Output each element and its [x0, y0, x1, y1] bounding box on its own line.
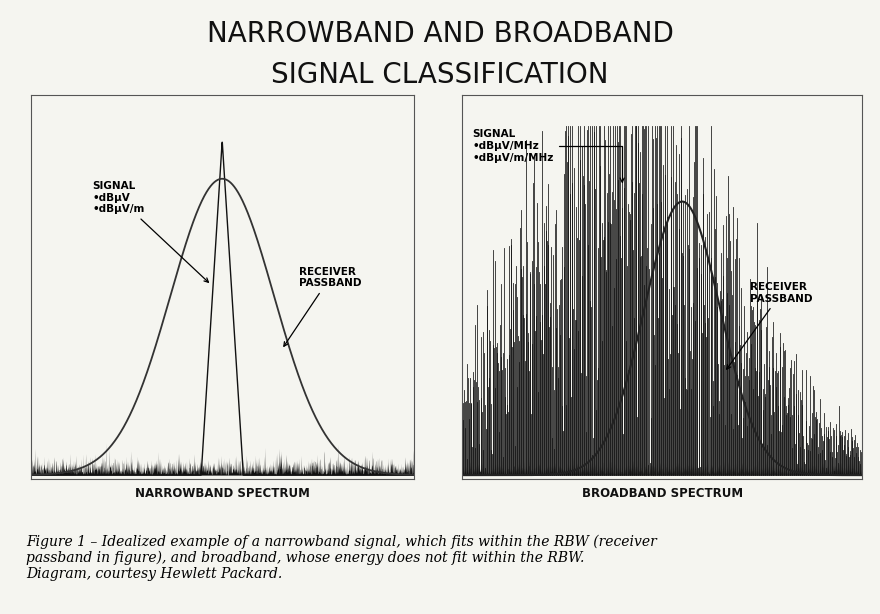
Text: RECEIVER
PASSBAND: RECEIVER PASSBAND — [284, 266, 362, 346]
Text: NARROWBAND AND BROADBAND: NARROWBAND AND BROADBAND — [207, 20, 673, 48]
Text: SIGNAL CLASSIFICATION: SIGNAL CLASSIFICATION — [271, 61, 609, 89]
Text: SIGNAL
•dBμV/MHz
•dBμV/m/MHz: SIGNAL •dBμV/MHz •dBμV/m/MHz — [472, 130, 624, 182]
Text: Figure 1 – Idealized example of a narrowband signal, which fits within the RBW (: Figure 1 – Idealized example of a narrow… — [26, 534, 657, 581]
Text: SIGNAL
•dBμV
•dBμV/m: SIGNAL •dBμV •dBμV/m — [92, 181, 209, 282]
X-axis label: NARROWBAND SPECTRUM: NARROWBAND SPECTRUM — [135, 488, 310, 500]
X-axis label: BROADBAND SPECTRUM: BROADBAND SPECTRUM — [582, 488, 743, 500]
Text: RECEIVER
PASSBAND: RECEIVER PASSBAND — [727, 282, 813, 369]
